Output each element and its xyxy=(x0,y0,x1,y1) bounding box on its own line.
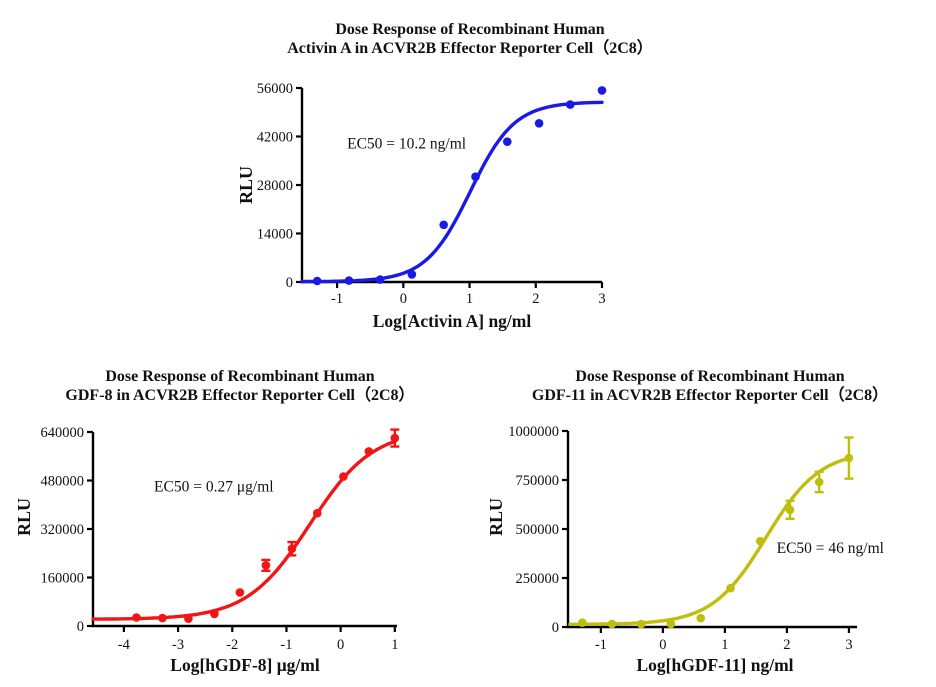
ec50-annotation: EC50 = 10.2 ng/ml xyxy=(347,136,466,153)
chart-gdf11-title: Dose Response of Recombinant Human GDF-1… xyxy=(487,367,933,405)
x-tick-label: 1 xyxy=(391,637,398,653)
y-tick-label: 480000 xyxy=(41,474,85,490)
y-tick-label: 0 xyxy=(286,275,293,291)
x-tick-label: 0 xyxy=(337,637,344,653)
x-axis-label: Log[hGDF-11] ng/ml xyxy=(636,655,793,675)
dose-response-curve xyxy=(300,100,604,284)
ec50-annotation: EC50 = 46 ng/ml xyxy=(777,540,884,557)
data-point xyxy=(565,100,575,109)
data-point xyxy=(184,614,193,623)
x-tick-label: 2 xyxy=(532,291,539,307)
data-point xyxy=(696,613,705,623)
data-point xyxy=(390,433,400,443)
data-point xyxy=(375,275,385,284)
data-point xyxy=(210,609,219,619)
data-point xyxy=(364,447,374,456)
x-tick-label: -2 xyxy=(226,637,238,653)
data-point xyxy=(344,276,354,285)
axes xyxy=(300,88,602,284)
x-axis-label: Log[Activin A] ng/ml xyxy=(373,311,532,331)
y-tick-label: 28000 xyxy=(257,178,293,194)
x-tick-label: 3 xyxy=(598,291,605,307)
chart-activin a: 0 14000 28000 42000 56000 -1 0 1 2 3 EC50 = 10.2 n… xyxy=(236,81,607,331)
chart-gdf8-title: Dose Response of Recombinant Human GDF-8… xyxy=(17,367,463,405)
data-point xyxy=(534,119,544,128)
data-point xyxy=(339,472,348,481)
chart-activin-title: Dose Response of Recombinant Human Activ… xyxy=(240,20,700,58)
data-point xyxy=(666,619,676,629)
x-tick-label: 1 xyxy=(721,637,728,653)
y-tick-label: 1000000 xyxy=(508,424,559,440)
title-line1: Dose Response of Recombinant Human xyxy=(105,368,375,385)
y-tick-label: 250000 xyxy=(516,571,560,587)
title-line2: GDF-8 in ACVR2B Effector Reporter Cell（2… xyxy=(65,387,415,404)
x-tick-label: 0 xyxy=(659,637,666,653)
y-tick-label: 640000 xyxy=(41,425,85,441)
data-point xyxy=(756,536,765,546)
ec50-annotation: EC50 = 0.27 μg/ml xyxy=(154,479,274,496)
y-axis-label: RLU xyxy=(14,498,34,536)
dose-response-curve xyxy=(568,456,851,626)
y-tick-label: 42000 xyxy=(257,130,293,146)
title-line2: Activin A in ACVR2B Effector Reporter Ce… xyxy=(287,40,653,57)
x-tick-label: -4 xyxy=(118,637,131,653)
y-tick-label: 750000 xyxy=(516,473,560,489)
chart-gdf-8: 0 160000 320000 480000 640000 -4 -3 -2 -1 0 1 EC50 … xyxy=(14,425,400,675)
x-tick-label: 0 xyxy=(400,291,407,307)
x-tick-label: 3 xyxy=(845,637,852,653)
title-line1: Dose Response of Recombinant Human xyxy=(575,368,845,385)
x-tick-label: -1 xyxy=(595,637,607,653)
title-line1: Dose Response of Recombinant Human xyxy=(335,21,605,38)
x-tick-label: 2 xyxy=(783,637,790,653)
y-tick-label: 160000 xyxy=(41,571,85,587)
y-axis-label: RLU xyxy=(236,166,256,204)
data-point xyxy=(235,588,245,597)
data-point xyxy=(439,220,449,230)
y-tick-label: 14000 xyxy=(257,227,293,243)
data-point xyxy=(261,561,271,570)
x-tick-label: -1 xyxy=(280,637,292,653)
y-tick-label: 56000 xyxy=(257,81,293,97)
data-point xyxy=(844,453,854,463)
data-point xyxy=(785,505,795,515)
x-tick-label: -3 xyxy=(172,637,184,653)
data-point xyxy=(312,276,322,286)
data-point xyxy=(158,613,167,623)
data-point xyxy=(407,270,417,279)
x-axis-label: Log[hGDF-8] μg/ml xyxy=(170,655,320,675)
data-point xyxy=(636,619,646,629)
y-tick-label: 500000 xyxy=(516,522,560,538)
axes xyxy=(566,431,857,629)
data-point xyxy=(132,613,141,622)
data-point xyxy=(287,544,297,553)
y-tick-label: 0 xyxy=(77,619,84,635)
chart-gdf-11: 0 250000 500000 750000 1000000 -1 0 1 2 3 EC50 = 4… xyxy=(486,424,884,675)
y-tick-label: 0 xyxy=(552,620,559,636)
data-point xyxy=(597,86,607,95)
data-point xyxy=(607,619,617,629)
data-point xyxy=(726,583,735,593)
y-tick-label: 320000 xyxy=(41,522,85,538)
x-tick-label: -1 xyxy=(331,291,343,307)
title-line2: GDF-11 in ACVR2B Effector Reporter Cell（… xyxy=(531,387,889,404)
data-point xyxy=(578,618,587,627)
y-axis-label: RLU xyxy=(486,498,506,536)
data-point xyxy=(503,137,512,146)
data-point xyxy=(313,508,322,518)
x-tick-label: 1 xyxy=(466,291,473,307)
data-point xyxy=(814,477,824,487)
data-point xyxy=(471,172,480,181)
